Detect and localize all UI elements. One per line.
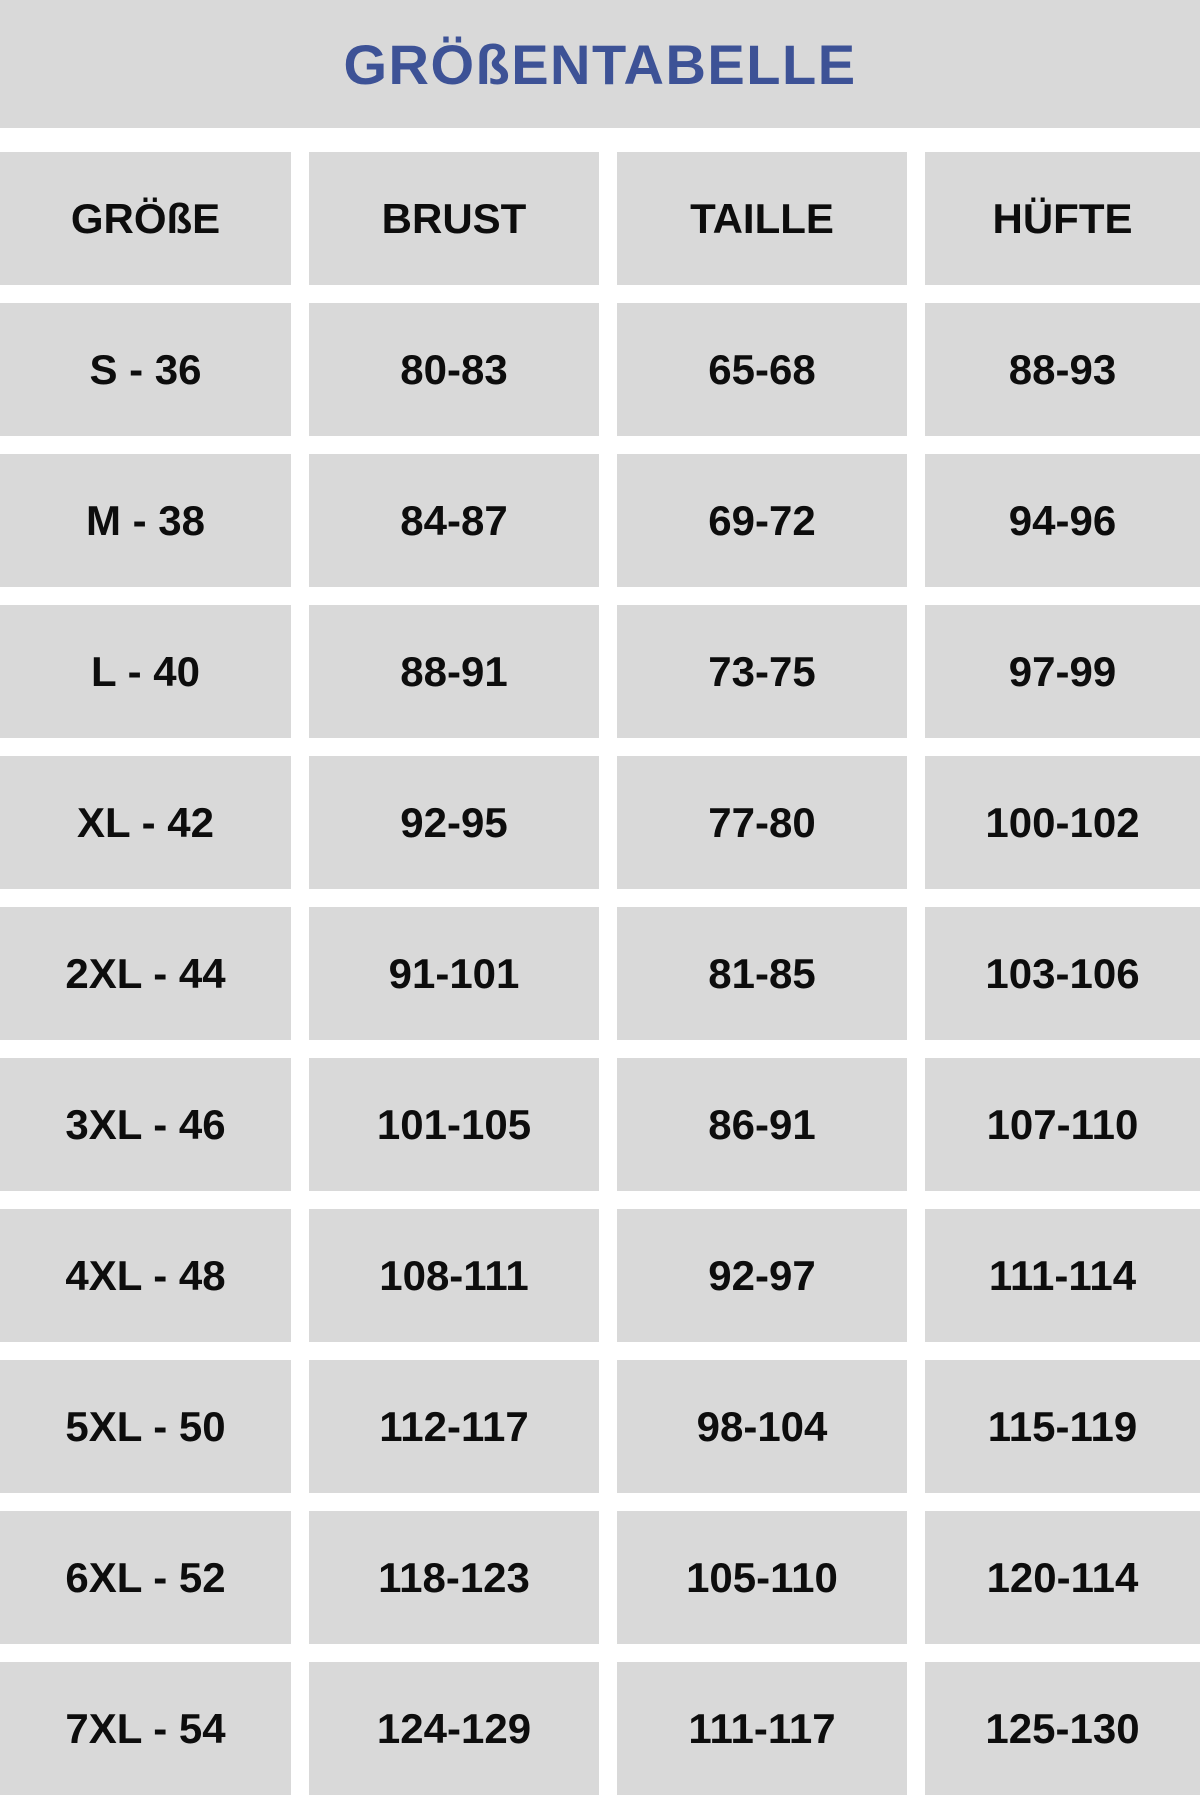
size-cell: 5XL - 50 (0, 1360, 291, 1493)
taille-cell: 69-72 (617, 454, 907, 587)
huefte-cell: 120-114 (925, 1511, 1200, 1644)
huefte-cell: 88-93 (925, 303, 1200, 436)
size-cell: 4XL - 48 (0, 1209, 291, 1342)
taille-cell: 98-104 (617, 1360, 907, 1493)
page-title: GRÖßENTABELLE (343, 32, 857, 96)
taille-cell: 81-85 (617, 907, 907, 1040)
huefte-cell: 94-96 (925, 454, 1200, 587)
taille-cell: 92-97 (617, 1209, 907, 1342)
column-header-brust: BRUST (309, 152, 599, 285)
column-header-groesse: GRÖßE (0, 152, 291, 285)
size-cell: L - 40 (0, 605, 291, 738)
brust-cell: 91-101 (309, 907, 599, 1040)
size-cell: 7XL - 54 (0, 1662, 291, 1795)
size-cell: 2XL - 44 (0, 907, 291, 1040)
taille-cell: 73-75 (617, 605, 907, 738)
huefte-cell: 97-99 (925, 605, 1200, 738)
column-header-taille: TAILLE (617, 152, 907, 285)
huefte-cell: 125-130 (925, 1662, 1200, 1795)
brust-cell: 84-87 (309, 454, 599, 587)
huefte-cell: 107-110 (925, 1058, 1200, 1191)
title-band: GRÖßENTABELLE (0, 0, 1200, 128)
size-cell: S - 36 (0, 303, 291, 436)
column-header-huefte: HÜFTE (925, 152, 1200, 285)
taille-cell: 77-80 (617, 756, 907, 889)
brust-cell: 101-105 (309, 1058, 599, 1191)
size-table: GRÖßE BRUST TAILLE HÜFTE S - 36 80-83 65-6… (0, 152, 1200, 1795)
huefte-cell: 111-114 (925, 1209, 1200, 1342)
size-cell: XL - 42 (0, 756, 291, 889)
huefte-cell: 103-106 (925, 907, 1200, 1040)
brust-cell: 108-111 (309, 1209, 599, 1342)
taille-cell: 65-68 (617, 303, 907, 436)
size-cell: M - 38 (0, 454, 291, 587)
taille-cell: 86-91 (617, 1058, 907, 1191)
brust-cell: 124-129 (309, 1662, 599, 1795)
huefte-cell: 115-119 (925, 1360, 1200, 1493)
brust-cell: 88-91 (309, 605, 599, 738)
brust-cell: 80-83 (309, 303, 599, 436)
huefte-cell: 100-102 (925, 756, 1200, 889)
brust-cell: 118-123 (309, 1511, 599, 1644)
brust-cell: 112-117 (309, 1360, 599, 1493)
size-cell: 3XL - 46 (0, 1058, 291, 1191)
size-cell: 6XL - 52 (0, 1511, 291, 1644)
taille-cell: 111-117 (617, 1662, 907, 1795)
taille-cell: 105-110 (617, 1511, 907, 1644)
brust-cell: 92-95 (309, 756, 599, 889)
